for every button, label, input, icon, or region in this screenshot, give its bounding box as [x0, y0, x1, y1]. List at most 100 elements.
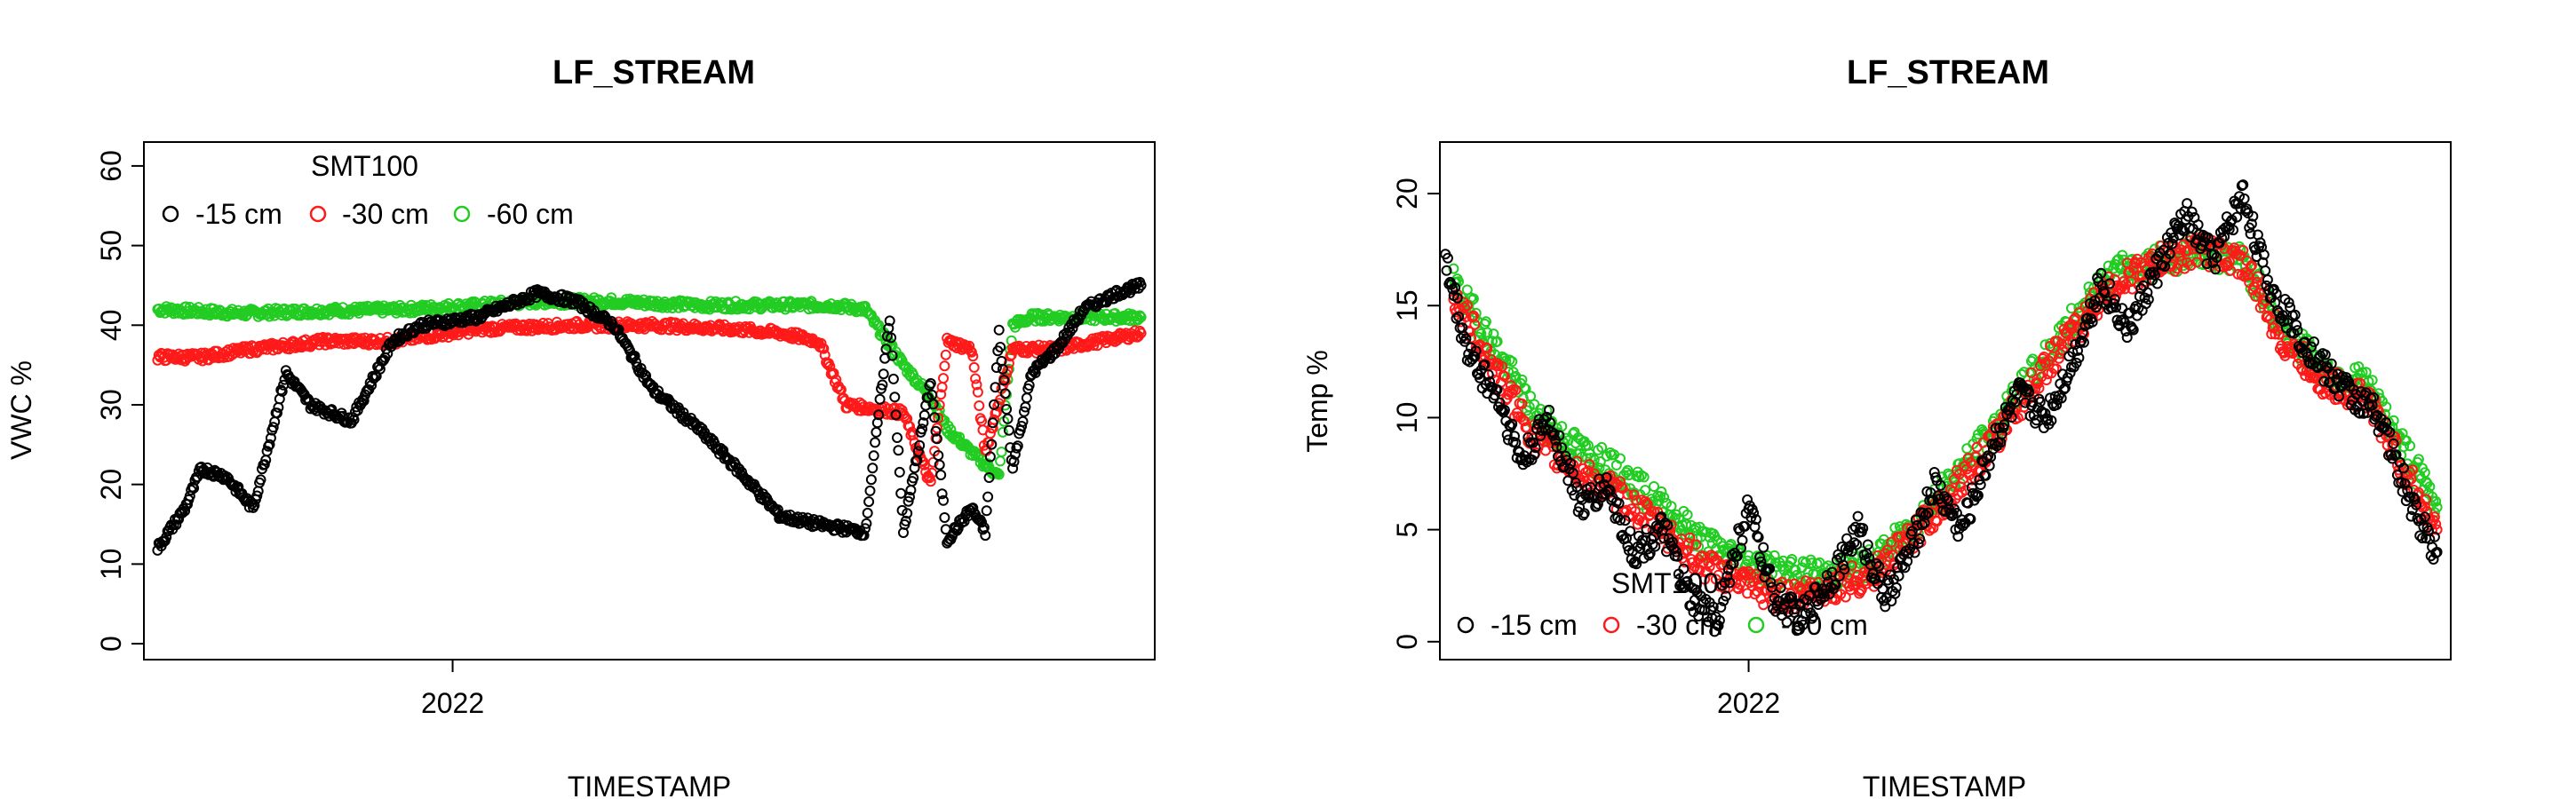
vwc-point-15cm [889, 392, 901, 403]
vwc-point-15cm [863, 496, 875, 508]
temp-point-60cm [1961, 443, 1973, 455]
vwc-point-15cm [1017, 415, 1029, 427]
vwc-point-15cm [989, 399, 1000, 410]
vwc-point-15cm [348, 414, 360, 425]
vwc-y-tick-label: 10 [95, 549, 127, 581]
temp-point-15cm [2262, 274, 2273, 286]
vwc-point-15cm [276, 385, 288, 397]
temp-x-axis: 2022 [1717, 660, 1780, 719]
vwc-point-15cm [873, 409, 885, 421]
temp-legend-title: SMT100 [1611, 567, 1719, 599]
vwc-legend-label-15: -15 cm [195, 198, 282, 230]
vwc-point-15cm [976, 517, 988, 528]
vwc-legend-label-30: -30 cm [342, 198, 429, 230]
temp-point-60cm [1656, 486, 1667, 497]
vwc-point-15cm [967, 502, 979, 514]
vwc-point-15cm [358, 395, 370, 407]
vwc-point-15cm [1002, 413, 1014, 424]
vwc-point-15cm [917, 423, 927, 435]
vwc-point-15cm [629, 351, 640, 361]
vwc-legend-title: SMT100 [311, 150, 418, 182]
vwc-point-30cm [970, 373, 982, 384]
vwc-point-15cm [862, 507, 873, 518]
vwc-point-15cm [858, 530, 870, 541]
vwc-point-60cm [996, 447, 1007, 458]
vwc-points-layer [152, 276, 1147, 556]
vwc-point-15cm [935, 470, 947, 480]
vwc-point-30cm [338, 338, 350, 350]
vwc-point-30cm [972, 386, 983, 398]
vwc-point-30cm [933, 412, 944, 423]
temp-point-60cm [1467, 293, 1479, 305]
vwc-point-15cm [1007, 463, 1019, 474]
vwc-point-60cm [945, 423, 957, 435]
vwc-point-30cm [815, 337, 827, 349]
vwc-point-15cm [996, 355, 1007, 367]
vwc-point-15cm [1021, 392, 1032, 404]
vwc-point-15cm [884, 315, 895, 327]
vwc-point-15cm [653, 385, 664, 397]
vwc-point-15cm [161, 532, 172, 543]
vwc-point-30cm [818, 343, 830, 354]
vwc-point-15cm [904, 491, 915, 502]
temp-point-60cm [1507, 356, 1518, 368]
vwc-point-15cm [1047, 350, 1059, 361]
vwc-point-60cm [904, 369, 915, 381]
vwc-point-15cm [867, 463, 879, 474]
vwc-point-30cm [938, 373, 949, 384]
temp-point-60cm [1693, 541, 1705, 552]
vwc-point-15cm [934, 459, 945, 471]
vwc-point-15cm [939, 512, 950, 523]
temp-point-60cm [1635, 470, 1647, 481]
temp-point-15cm [2121, 332, 2133, 344]
temp-legend-label-60: -60 cm [1781, 609, 1868, 641]
vwc-point-15cm [914, 439, 926, 451]
temp-point-60cm [1448, 263, 1459, 274]
vwc-legend-marker-15 [162, 205, 179, 223]
temp-point-60cm [1556, 421, 1568, 432]
temp-legend-label-15: -15 cm [1491, 609, 1578, 641]
vwc-point-15cm [999, 388, 1011, 400]
temp-point-60cm [1594, 456, 1606, 467]
vwc-point-15cm [936, 488, 948, 500]
vwc-point-15cm [895, 487, 907, 499]
vwc-point-15cm [1058, 329, 1069, 341]
vwc-point-30cm [965, 345, 976, 357]
temp-point-60cm [1638, 471, 1650, 483]
vwc-point-15cm [931, 433, 942, 445]
vwc-point-15cm [868, 450, 879, 462]
temp-legend-label-30: -30 cm [1636, 609, 1723, 641]
vwc-point-15cm [998, 375, 1010, 386]
vwc-point-30cm [971, 379, 982, 391]
temp-point-60cm [1640, 485, 1651, 496]
vwc-point-15cm [269, 416, 281, 428]
temp-title: LF_STREAM [1847, 54, 2049, 91]
vwc-x-tick-label: 2022 [421, 687, 484, 719]
vwc-point-15cm [865, 474, 877, 486]
vwc-point-60cm [900, 360, 911, 372]
vwc-y-tick-label: 0 [95, 636, 127, 652]
vwc-point-60cm [1135, 312, 1147, 323]
vwc-point-30cm [984, 428, 996, 439]
vwc-point-30cm [964, 340, 975, 352]
vwc-point-15cm [878, 368, 889, 380]
vwc-point-15cm [871, 426, 882, 438]
vwc-point-15cm [874, 393, 886, 405]
temp-y-tick-label: 10 [1391, 402, 1423, 434]
vwc-point-15cm [1019, 406, 1030, 417]
vwc-point-15cm [187, 481, 198, 493]
vwc-point-60cm [992, 467, 1004, 479]
vwc-point-15cm [883, 322, 894, 334]
vwc-point-15cm [272, 407, 282, 419]
temp-y-tick-label: 20 [1391, 178, 1423, 210]
vwc-point-15cm [264, 439, 275, 450]
vwc-point-15cm [912, 446, 924, 457]
vwc-point-15cm [861, 518, 872, 529]
temp-point-60cm [1491, 336, 1503, 347]
vwc-point-15cm [1005, 442, 1016, 454]
vwc-point-30cm [806, 337, 817, 349]
temp-x-tick-label: 2022 [1717, 687, 1780, 719]
vwc-point-15cm [987, 417, 998, 429]
vwc-point-30cm [967, 351, 979, 362]
vwc-point-30cm [939, 360, 950, 372]
